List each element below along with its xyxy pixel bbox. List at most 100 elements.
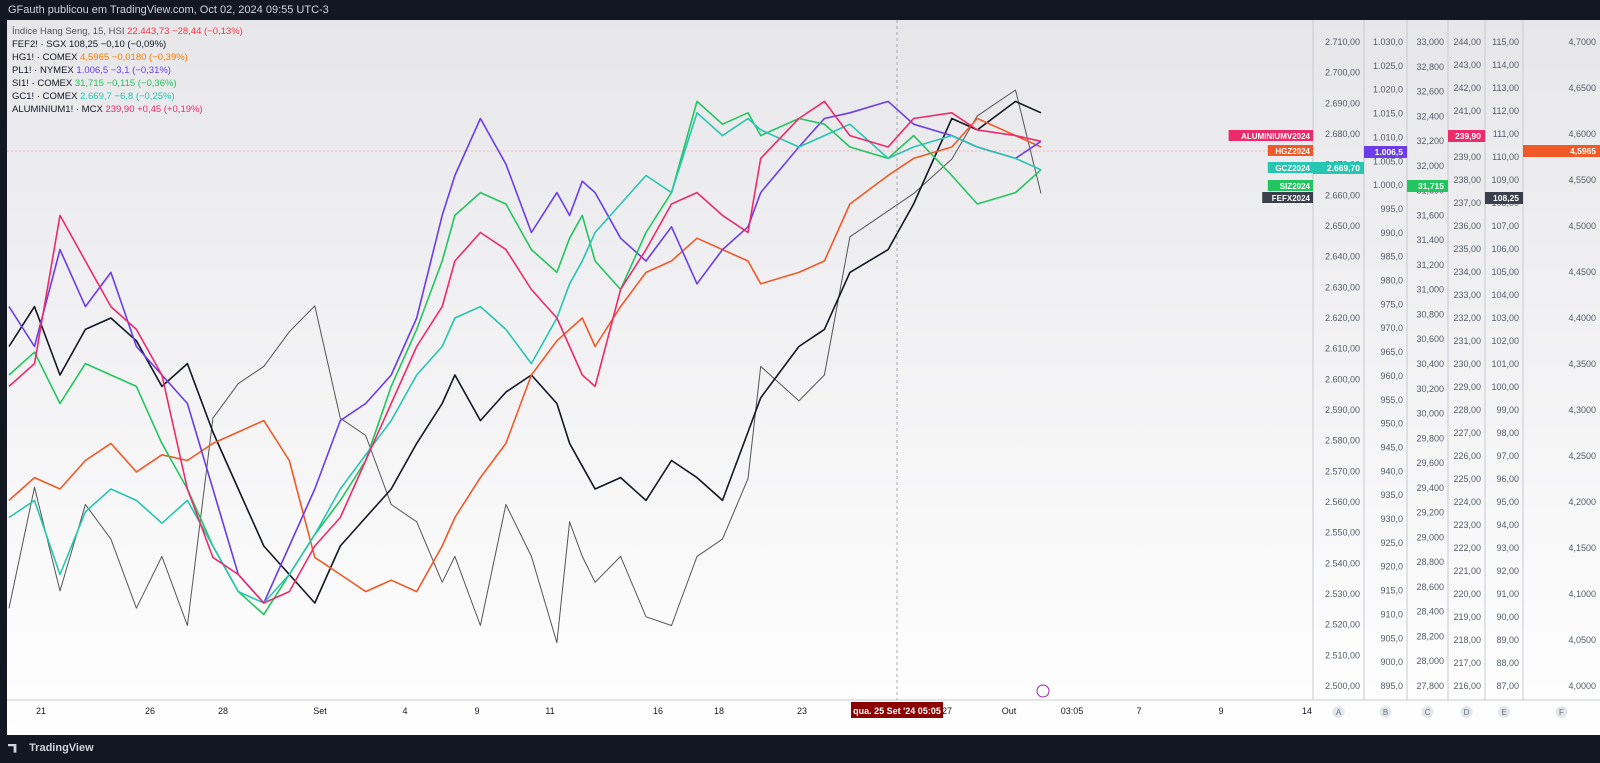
axis-B-badge	[1379, 706, 1392, 718]
x-tick: 26	[145, 706, 155, 716]
axis-E-tick: 110,00	[1492, 152, 1519, 162]
axis-C-tick: 32,400	[1416, 111, 1444, 121]
x-tick: 4	[402, 706, 407, 716]
axis-E-tick: 94,00	[1496, 520, 1519, 530]
axis-A-tick: 2.680,00	[1325, 129, 1360, 139]
axis-B-tick: 920,0	[1380, 562, 1403, 572]
axis-C-tick: 30,000	[1416, 409, 1444, 419]
axis-C-tick: 32,000	[1416, 161, 1444, 171]
price-tag-bg-E	[1485, 192, 1523, 204]
axis-E-tick: 111,00	[1493, 129, 1519, 139]
axis-E-tick: 95,00	[1496, 497, 1519, 507]
axis-C-tick: 28,400	[1416, 607, 1444, 617]
x-tick: 03:05	[1061, 706, 1084, 716]
legend-row-2: HG1! · COMEX 4,5965 −0,0180 (−0,39%)	[12, 52, 188, 63]
axis-A-tick: 2.520,00	[1325, 620, 1360, 630]
legend-value: 22.443,73 −28,44 (−0,13%)	[127, 26, 243, 37]
axis-D-tick: 216,00	[1453, 681, 1481, 691]
axis-D-tick: 228,00	[1453, 405, 1481, 415]
axis-A-tick: 2.610,00	[1325, 344, 1360, 354]
axis-A-tick: 2.510,00	[1325, 650, 1360, 660]
x-tick: 7	[1136, 706, 1141, 716]
axis-B-tick: 930,0	[1380, 514, 1403, 524]
axis-E-letter: E	[1501, 708, 1506, 717]
axis-A-tick: 2.640,00	[1325, 252, 1360, 262]
legend-value: 4,5965 −0,0180 (−0,39%)	[80, 52, 188, 63]
series-tag-bg-0	[1228, 130, 1313, 141]
series-line-5	[8, 112, 1042, 604]
axis-A-tick: 2.550,00	[1325, 528, 1360, 538]
axis-A-tick: 2.620,00	[1325, 313, 1360, 323]
axis-C-tick: 31,200	[1416, 260, 1444, 270]
axis-F-tick: 4,0000	[1568, 681, 1596, 691]
axis-C-tick: 29,200	[1416, 508, 1444, 518]
axis-D-tick: 221,00	[1453, 566, 1481, 576]
axis-B-letter: B	[1383, 708, 1388, 717]
axis-F-tick: 4,6500	[1568, 83, 1596, 93]
axis-B-tick: 895,0	[1380, 681, 1403, 691]
legend-row-4: SI1! · COMEX 31,715 −0,115 (−0,36%)	[12, 78, 177, 89]
series-line-2	[8, 117, 1042, 593]
axis-B-tick: 1.005,0	[1373, 156, 1403, 166]
axis-E-tick: 114,00	[1492, 60, 1519, 70]
axis-C-tick: 29,400	[1416, 483, 1444, 493]
legend-value: 2.669,7 −6,8 (−0,25%)	[80, 91, 175, 102]
axis-F-tick: 4,6000	[1568, 129, 1596, 139]
axis-E-tick: 93,00	[1496, 543, 1519, 553]
axis-C-tick: 29,800	[1416, 433, 1444, 443]
axis-E-tick: 115,00	[1492, 37, 1519, 47]
axis-B-tick: 1.010,0	[1373, 132, 1403, 142]
x-tick: Out	[1002, 706, 1017, 716]
axis-F-tick: 4,1500	[1568, 543, 1596, 553]
axis-E-tick: 107,00	[1491, 221, 1519, 231]
legend-value: 1.006,5 −3,1 (−0,31%)	[76, 65, 171, 76]
tradingview-logo[interactable]: TradingView	[8, 742, 94, 754]
legend-name: PL1! · NYMEX	[12, 65, 76, 76]
axis-B-tick: 1.030,0	[1373, 37, 1403, 47]
legend-name: Índice Hang Seng, 15, HSI	[12, 26, 127, 37]
axis-B-tick: 935,0	[1380, 490, 1403, 500]
axis-D-tick: 243,00	[1453, 60, 1481, 70]
legend-name: HG1! · COMEX	[12, 52, 80, 63]
axis-A-tick: 2.630,00	[1325, 282, 1360, 292]
axis-A-letter: A	[1336, 708, 1342, 717]
axis-A-tick: 2.690,00	[1325, 98, 1360, 108]
series-tag-bg-4	[1262, 192, 1313, 203]
axis-E-tick: 103,00	[1491, 313, 1519, 323]
axis-B-tick: 910,0	[1380, 609, 1403, 619]
axis-C-tick: 27,800	[1416, 681, 1444, 691]
axis-C-tick: 32,800	[1416, 62, 1444, 72]
axis-D-tick: 232,00	[1453, 313, 1481, 323]
axis-D-tick: 231,00	[1453, 336, 1481, 346]
axis-B-tick: 1.025,0	[1373, 61, 1403, 71]
axis-D-tick: 239,00	[1453, 152, 1481, 162]
axis-E-tick: 89,00	[1496, 635, 1519, 645]
axis-E-tick: 109,00	[1491, 175, 1519, 185]
legend-row-6: ALUMINIUM1! · MCX 239,90 +0,45 (+0,19%)	[12, 104, 203, 115]
x-tick: Set	[313, 706, 327, 716]
axis-E-tick: 91,00	[1496, 589, 1519, 599]
series-tag-bg-1	[1267, 145, 1313, 156]
axis-C-tick: 30,200	[1416, 384, 1444, 394]
axis-C-tick: 30,400	[1416, 359, 1444, 369]
axis-F-badge	[1555, 706, 1568, 718]
series-line-0	[8, 89, 1042, 644]
axis-F-letter: F	[1559, 708, 1564, 717]
chart-svg: 2.710,002.700,002.690,002.680,002.670,00…	[7, 20, 1600, 718]
axis-C-tick: 32,600	[1416, 87, 1444, 97]
price-tag-F: 4,5965	[1570, 146, 1596, 156]
axis-E-tick: 100,00	[1491, 382, 1519, 392]
axis-B-tick: 965,0	[1380, 347, 1403, 357]
axis-F-tick: 4,0500	[1568, 635, 1596, 645]
axis-C-tick: 30,800	[1416, 309, 1444, 319]
axis-E-tick: 104,00	[1491, 290, 1519, 300]
axis-E-tick: 87,00	[1496, 681, 1519, 691]
axis-B-tick: 985,0	[1380, 252, 1403, 262]
publish-info: GFauth publicou em TradingView.com, Oct …	[8, 4, 329, 16]
axis-F-tick: 4,2500	[1568, 451, 1596, 461]
price-tag-B: 1.006,5	[1375, 147, 1404, 157]
axis-B-tick: 960,0	[1380, 371, 1403, 381]
axis-E-tick: 97,00	[1496, 451, 1519, 461]
chart-area[interactable]: 2.710,002.700,002.690,002.680,002.670,00…	[7, 20, 1600, 735]
price-tag-A: 2.669,70	[1327, 163, 1360, 173]
